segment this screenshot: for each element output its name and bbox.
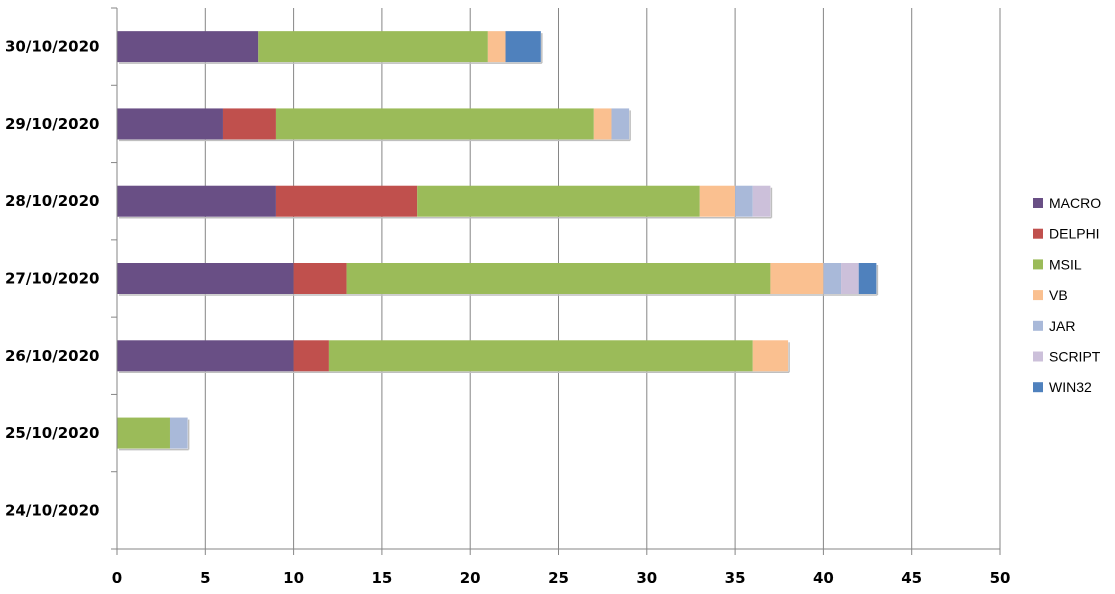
category-label: 27/10/2020 — [5, 270, 99, 288]
bar-jar-27-10-2020 — [823, 263, 842, 294]
x-tick-label: 10 — [283, 569, 304, 587]
legend-label-macro: MACRO — [1049, 195, 1101, 211]
bar-msil-25-10-2020 — [117, 417, 170, 449]
axes — [111, 7, 1001, 555]
bar-delphi-27-10-2020 — [293, 263, 347, 294]
legend-label-vb: VB — [1049, 287, 1068, 303]
bar-msil-30-10-2020 — [258, 31, 488, 63]
bar-vb-27-10-2020 — [770, 263, 824, 294]
x-tick-label: 5 — [200, 569, 210, 587]
legend-label-msil: MSIL — [1049, 256, 1082, 272]
legend-label-win32: WIN32 — [1049, 379, 1092, 395]
legend-swatch-jar — [1033, 320, 1043, 331]
bar-macro-27-10-2020 — [117, 263, 294, 294]
x-tick-label: 30 — [636, 569, 657, 587]
bar-vb-30-10-2020 — [487, 31, 506, 63]
legend-label-script: SCRIPT — [1049, 349, 1101, 365]
legend-swatch-delphi — [1033, 228, 1043, 239]
bar-script-28-10-2020 — [752, 185, 771, 217]
bar-jar-28-10-2020 — [735, 185, 753, 217]
bar-msil-28-10-2020 — [417, 185, 700, 217]
legend: MACRO DELPHI MSIL VB JAR SCRIPT WIN32 — [1033, 195, 1101, 395]
bar-macro-29-10-2020 — [117, 108, 223, 140]
bar-delphi-26-10-2020 — [293, 340, 329, 372]
bar-jar-25-10-2020 — [169, 417, 188, 449]
legend-label-delphi: DELPHI — [1049, 226, 1100, 242]
bar-macro-26-10-2020 — [117, 340, 294, 372]
bar-delphi-29-10-2020 — [222, 108, 276, 140]
x-tick-label: 35 — [725, 569, 746, 587]
bar-vb-29-10-2020 — [593, 108, 612, 140]
bar-msil-29-10-2020 — [275, 108, 594, 140]
legend-swatch-vb — [1033, 290, 1043, 301]
bar-msil-27-10-2020 — [346, 263, 771, 294]
x-tick-label: 0 — [112, 569, 122, 587]
legend-swatch-win32 — [1033, 382, 1043, 393]
x-tick-label: 20 — [460, 569, 481, 587]
category-label: 25/10/2020 — [5, 424, 99, 442]
bar-jar-29-10-2020 — [611, 108, 630, 140]
legend-swatch-macro — [1033, 198, 1043, 208]
category-label: 28/10/2020 — [5, 192, 99, 210]
x-tick-labels: 0 5 10 15 20 25 30 35 40 45 50 — [112, 569, 1011, 587]
bar-delphi-28-10-2020 — [275, 185, 418, 217]
bar-msil-26-10-2020 — [328, 340, 753, 372]
legend-swatch-msil — [1033, 259, 1043, 270]
legend-label-jar: JAR — [1049, 318, 1075, 334]
category-label: 30/10/2020 — [5, 38, 99, 56]
category-label: 24/10/2020 — [5, 501, 99, 519]
bar-script-27-10-2020 — [841, 263, 859, 294]
x-tick-label: 40 — [813, 569, 834, 587]
bar-win32-30-10-2020 — [505, 31, 541, 63]
x-tick-label: 45 — [901, 569, 922, 587]
bar-vb-26-10-2020 — [752, 340, 789, 372]
bar-win32-27-10-2020 — [858, 263, 877, 294]
bar-macro-30-10-2020 — [117, 31, 259, 63]
x-tick-label: 25 — [548, 569, 569, 587]
bars — [117, 31, 879, 451]
bar-macro-28-10-2020 — [117, 185, 276, 217]
x-tick-label: 50 — [990, 569, 1011, 587]
legend-swatch-script — [1033, 351, 1043, 362]
x-tick-label: 15 — [371, 569, 392, 587]
category-labels: 30/10/2020 29/10/2020 28/10/2020 27/10/2020… — [5, 38, 99, 520]
category-label: 26/10/2020 — [5, 347, 99, 365]
bar-vb-28-10-2020 — [699, 185, 736, 217]
category-label: 29/10/2020 — [5, 115, 99, 133]
